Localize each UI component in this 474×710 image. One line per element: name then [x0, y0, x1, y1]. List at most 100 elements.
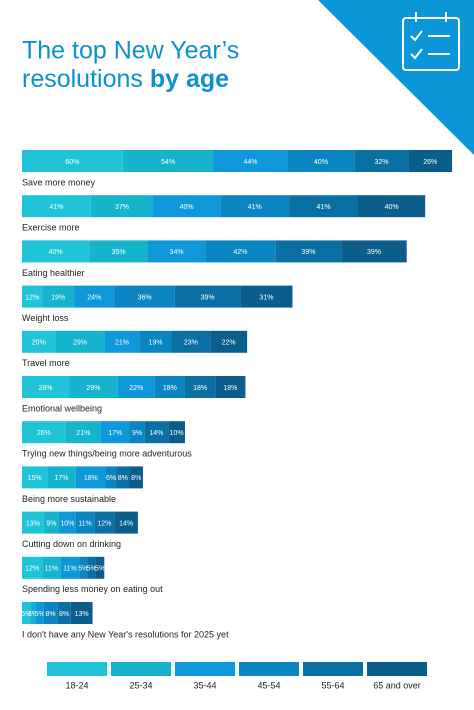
value-label: 40%	[49, 249, 63, 256]
bar-segment	[43, 602, 58, 624]
value-label: 17%	[54, 475, 68, 482]
bar-segment	[87, 556, 96, 579]
value-label: 42%	[233, 249, 247, 256]
value-label: 23%	[184, 340, 198, 347]
category-label: Eating healthier	[22, 268, 85, 278]
value-label: 18%	[223, 385, 237, 392]
bar-segment	[129, 421, 145, 444]
bar-segment	[122, 150, 214, 172]
value-label: 18%	[163, 385, 177, 392]
bar-segment	[174, 285, 241, 308]
bar-segment	[341, 240, 407, 263]
bar-segment	[168, 421, 185, 444]
bar-segment	[184, 376, 216, 398]
value-label: 9%	[46, 520, 56, 527]
bar-segment	[358, 195, 426, 218]
bar-segment	[287, 150, 355, 172]
category-label: Exercise more	[22, 223, 80, 233]
value-label: 41%	[317, 204, 331, 211]
value-label: 18%	[84, 475, 98, 482]
bar-segment	[104, 330, 140, 353]
bar-segment	[114, 285, 175, 308]
bar-segment	[22, 240, 90, 263]
value-label: 20%	[32, 340, 46, 347]
legend-label: 55-64	[321, 680, 344, 690]
value-label: 18%	[193, 385, 207, 392]
bar-segment	[55, 330, 105, 353]
value-label: 8%	[45, 611, 55, 618]
category-label: I don't have any New Year's resolutions …	[22, 629, 229, 639]
bar-segment	[47, 466, 76, 489]
value-label: 12%	[25, 566, 39, 573]
chart-title: resolutions by age	[22, 65, 229, 93]
bar-segment	[215, 376, 246, 398]
value-label: 36%	[138, 294, 152, 301]
bar-segment	[408, 150, 453, 172]
legend-label: 35-44	[193, 680, 216, 690]
bar-segment	[42, 556, 61, 579]
bar-segment	[75, 466, 106, 489]
value-label: 41%	[49, 204, 63, 211]
bar-segment	[22, 195, 91, 218]
bar-segment	[114, 511, 138, 534]
bar-segment	[75, 511, 95, 534]
bar-segment	[22, 330, 56, 353]
value-label: 21%	[76, 430, 90, 437]
value-label: 40%	[385, 204, 399, 211]
value-label: 41%	[248, 204, 262, 211]
legend-swatch	[47, 662, 107, 676]
legend-swatch	[303, 662, 363, 676]
value-label: 13%	[26, 520, 40, 527]
value-label: 37%	[115, 204, 129, 211]
legend-label: 18-24	[65, 680, 88, 690]
value-label: 44%	[243, 159, 257, 166]
bar-segment	[22, 466, 48, 489]
calendar-icon	[402, 12, 460, 71]
value-label: 21%	[115, 340, 129, 347]
bar-segment	[117, 376, 155, 398]
bar-segment	[22, 602, 31, 624]
value-label: 22%	[129, 385, 143, 392]
value-label: 9%	[132, 430, 142, 437]
bar-segment	[275, 240, 342, 263]
value-label: 5%	[35, 611, 45, 618]
value-label: 40%	[314, 159, 328, 166]
bar-segment	[220, 195, 290, 218]
value-label: 34%	[170, 249, 184, 256]
value-label: 10%	[60, 520, 74, 527]
bar-segment	[213, 150, 288, 172]
legend-label: 45-54	[257, 680, 280, 690]
bar-segment	[22, 556, 43, 579]
value-label: 14%	[119, 520, 133, 527]
value-label: 11%	[63, 566, 77, 573]
bar-segment	[171, 330, 211, 353]
bar-segment	[154, 376, 185, 398]
corner-decoration	[318, 0, 474, 155]
value-label: 32%	[375, 159, 389, 166]
value-label: 10%	[170, 430, 184, 437]
bar-segment	[354, 150, 409, 172]
value-label: 39%	[367, 249, 381, 256]
bar-segment	[79, 556, 88, 579]
legend-swatch	[111, 662, 171, 676]
bar-segment	[95, 556, 105, 579]
value-label: 11%	[78, 520, 92, 527]
value-label: 31%	[259, 294, 273, 301]
bar-segment	[35, 602, 44, 624]
legend-swatch	[239, 662, 299, 676]
value-label: 12%	[25, 294, 39, 301]
legend-swatch	[175, 662, 235, 676]
value-label: 29%	[86, 385, 100, 392]
bar-segment	[22, 511, 44, 534]
bar-segment	[144, 421, 169, 444]
value-label: 26%	[37, 430, 51, 437]
bar-segment	[70, 602, 93, 624]
bar-segment	[94, 511, 115, 534]
bar-segment	[148, 240, 206, 263]
bar-segment	[100, 421, 130, 444]
title-emphasis: by age	[150, 65, 229, 93]
bar-segment	[60, 556, 80, 579]
bar-segment	[90, 195, 154, 218]
bar-segment	[289, 195, 358, 218]
